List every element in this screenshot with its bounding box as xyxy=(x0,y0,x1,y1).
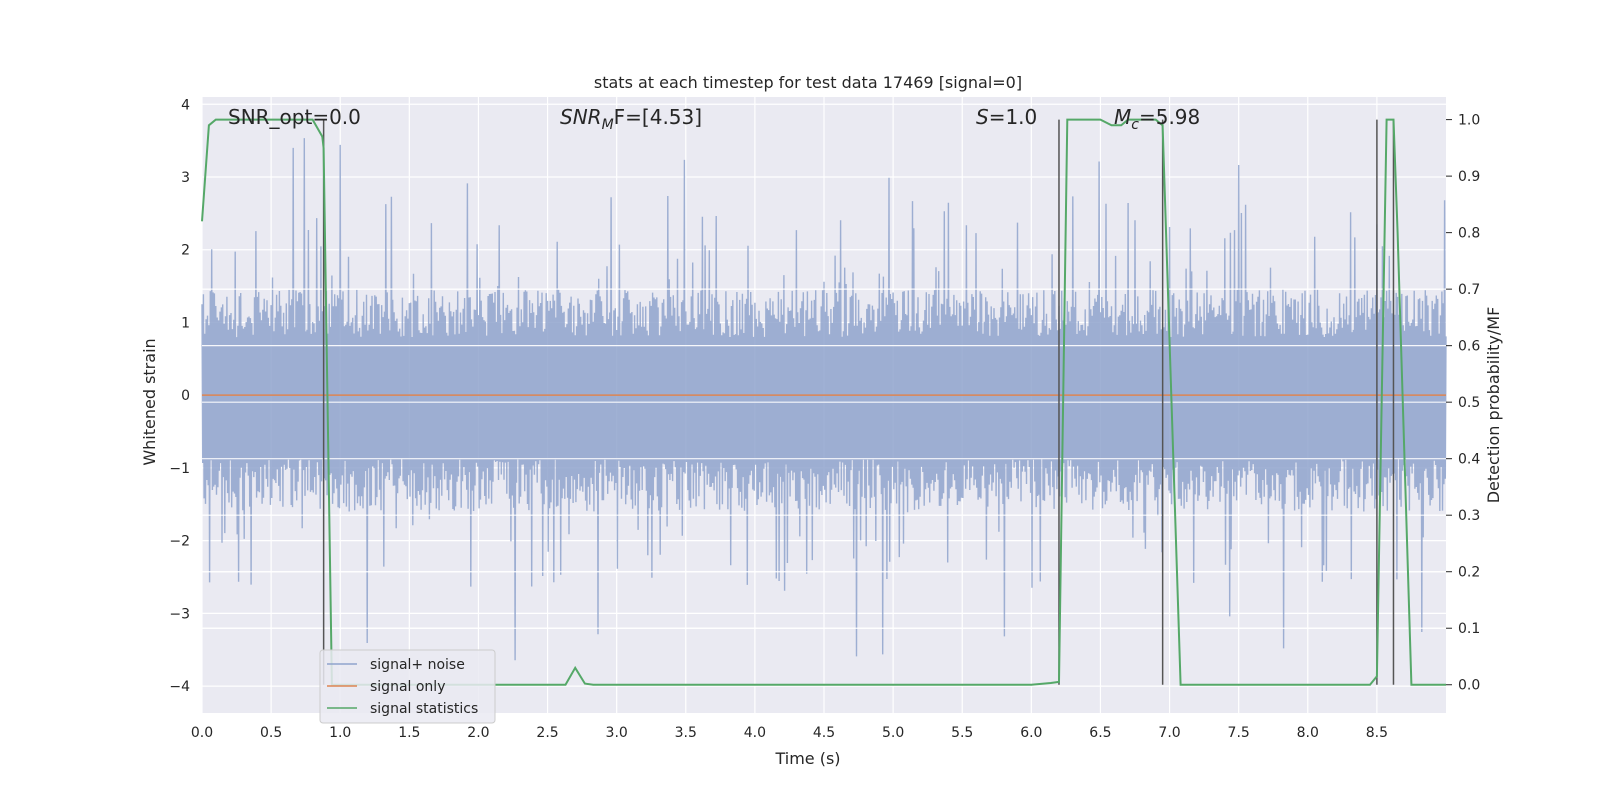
x-tick-label: 0.5 xyxy=(260,725,282,741)
y-tick-label: 4 xyxy=(181,97,190,113)
y2-axis-label: Detection probability/MF xyxy=(1484,307,1503,504)
snr-mf-main: SNR xyxy=(560,105,602,129)
legend: signal+ noise signal only signal statist… xyxy=(319,649,496,724)
s-rest: =1.0 xyxy=(989,105,1038,129)
snr-mf-sub: M xyxy=(602,117,614,133)
mc-annotation: Mc=5.98 xyxy=(1114,105,1200,133)
y2-tick-label: 0.1 xyxy=(1458,621,1480,637)
y2-tick-label: 0.2 xyxy=(1458,565,1480,581)
x-tick-label: 1.0 xyxy=(329,725,351,741)
y2-axis-ticks: 1.0 0.9 0.8 0.7 0.6 0.5 0.4 0.3 0.2 0.1 0.0 xyxy=(1446,113,1480,694)
x-axis-ticks: 0.0 0.5 1.0 1.5 2.0 2.5 3.0 3.5 4.0 4.5 5.0 5.5 6.0 6… xyxy=(191,725,1388,741)
legend-label-noise: signal+ noise xyxy=(370,657,465,673)
y-tick-label: 3 xyxy=(181,170,190,186)
y-axis-ticks: 4 3 2 1 0 −1 −2 −3 −4 xyxy=(169,97,190,695)
snr-opt-annotation: SNR_opt=0.0 xyxy=(228,105,361,129)
y-tick-label: 0 xyxy=(181,388,190,404)
y-tick-label: −4 xyxy=(169,679,190,695)
y2-tick-label: 0.4 xyxy=(1458,452,1480,468)
y2-tick-label: 0.0 xyxy=(1458,678,1480,694)
x-tick-label: 5.0 xyxy=(882,725,904,741)
y2-tick-label: 0.5 xyxy=(1458,395,1480,411)
x-tick-label: 4.0 xyxy=(744,725,766,741)
x-tick-label: 2.0 xyxy=(467,725,489,741)
legend-box xyxy=(319,649,496,724)
y-tick-label: 1 xyxy=(181,315,190,331)
s-main: S xyxy=(976,105,989,129)
x-tick-label: 6.5 xyxy=(1089,725,1111,741)
y-tick-label: −1 xyxy=(169,461,190,477)
x-tick-label: 7.0 xyxy=(1158,725,1180,741)
mc-rest: =5.98 xyxy=(1139,105,1200,129)
signal-only-series xyxy=(202,288,1446,629)
mc-main: M xyxy=(1114,105,1131,129)
x-tick-label: 4.5 xyxy=(813,725,835,741)
x-tick-label: 1.5 xyxy=(398,725,420,741)
snr-mf-annotation: SNRMF=[4.53] xyxy=(560,105,702,133)
y2-tick-label: 0.9 xyxy=(1458,169,1480,185)
legend-label-signal: signal only xyxy=(370,679,445,695)
y-tick-label: −3 xyxy=(169,606,190,622)
chart-title: stats at each timestep for test data 174… xyxy=(594,73,1022,92)
y-axis-label: Whitened strain xyxy=(140,338,159,465)
signal-statistics-series xyxy=(201,118,1446,686)
y2-tick-label: 0.3 xyxy=(1458,508,1480,524)
x-tick-label: 2.5 xyxy=(536,725,558,741)
y2-tick-label: 0.8 xyxy=(1458,226,1480,242)
y2-tick-label: 1.0 xyxy=(1458,113,1480,129)
x-tick-label: 0.0 xyxy=(191,725,213,741)
legend-label-stats: signal statistics xyxy=(370,701,478,717)
x-tick-label: 8.5 xyxy=(1366,725,1388,741)
x-tick-label: 7.5 xyxy=(1228,725,1250,741)
y-tick-label: 2 xyxy=(181,243,190,259)
mc-sub: c xyxy=(1131,117,1139,133)
x-tick-label: 8.0 xyxy=(1297,725,1319,741)
x-axis-label: Time (s) xyxy=(774,749,840,768)
y2-tick-label: 0.7 xyxy=(1458,282,1480,298)
y2-tick-label: 0.6 xyxy=(1458,339,1480,355)
y-tick-label: −2 xyxy=(169,534,190,550)
noise-trace xyxy=(201,138,1447,661)
x-tick-label: 3.5 xyxy=(675,725,697,741)
x-tick-label: 6.0 xyxy=(1020,725,1042,741)
x-tick-label: 5.5 xyxy=(951,725,973,741)
snr-mf-rest: F=[4.53] xyxy=(614,105,702,129)
x-tick-label: 3.0 xyxy=(606,725,628,741)
signal-noise-series xyxy=(201,138,1447,661)
s-annotation: S=1.0 xyxy=(976,105,1037,129)
statistics-line xyxy=(201,118,1446,686)
